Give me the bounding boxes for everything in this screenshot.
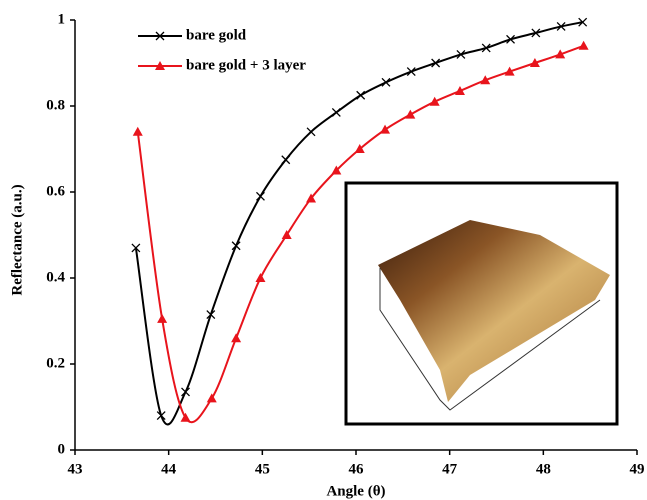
data-point — [307, 128, 315, 136]
x-tick-label: 47 — [442, 461, 458, 477]
data-point — [181, 413, 191, 422]
y-tick-label: 1 — [58, 11, 66, 27]
x-tick-label: 43 — [68, 461, 83, 477]
data-point — [231, 333, 241, 342]
data-point — [182, 388, 190, 396]
y-tick-label: 0.6 — [46, 183, 65, 199]
x-axis-label: Angle (θ) — [326, 483, 385, 499]
data-point — [282, 230, 292, 239]
legend-label: bare gold — [186, 27, 247, 43]
data-point — [133, 127, 143, 136]
chart: Reflectance (a.u.) Angle (θ) 0 0.2 0.4 0.6 0… — [0, 0, 647, 500]
data-point — [282, 156, 290, 164]
data-point — [157, 314, 167, 323]
data-point — [256, 192, 264, 200]
x-tick-label: 48 — [536, 461, 551, 477]
data-point — [207, 393, 217, 402]
x-tick-label: 45 — [255, 461, 270, 477]
data-point — [357, 91, 365, 99]
data-point — [332, 108, 340, 116]
y-tick-label: 0.2 — [46, 355, 65, 371]
x-tick-label: 46 — [349, 461, 365, 477]
data-point — [232, 242, 240, 250]
data-point — [382, 78, 390, 86]
x-tick-label: 49 — [630, 461, 645, 477]
data-point — [255, 273, 265, 282]
data-point — [405, 110, 415, 119]
inset — [346, 183, 617, 424]
y-tick-label: 0.4 — [46, 269, 65, 285]
data-point — [579, 41, 589, 50]
y-tick-label: 0 — [58, 441, 66, 457]
y-axis-label: Reflectance (a.u.) — [9, 184, 25, 295]
legend-label: bare gold + 3 layer — [186, 57, 306, 73]
data-point — [380, 125, 390, 134]
y-tick-label: 0.8 — [46, 97, 65, 113]
x-tick-label: 44 — [161, 461, 177, 477]
data-point — [430, 97, 440, 106]
